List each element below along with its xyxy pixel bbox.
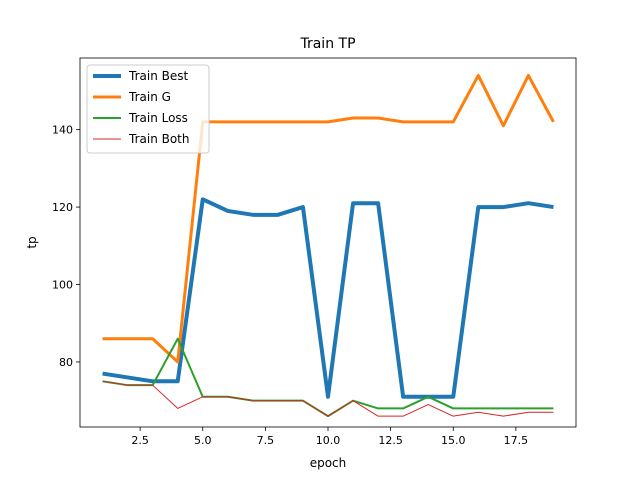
legend-label-2: Train G (128, 90, 171, 104)
series-line-1 (102, 197, 554, 399)
series-layer (102, 73, 555, 418)
y-tick-label: 120 (52, 201, 73, 214)
x-tick-label: 15.0 (441, 434, 466, 447)
x-axis-label: epoch (310, 456, 347, 470)
y-axis-label: tp (25, 236, 39, 248)
x-tick-label: 5.0 (194, 434, 212, 447)
series-line-4 (102, 380, 554, 417)
chart-title: Train TP (299, 36, 355, 52)
x-tick-label: 12.5 (378, 434, 403, 447)
legend-label-3: Train Loss (128, 111, 188, 125)
y-tick-label: 140 (52, 124, 73, 137)
y-tick-label: 80 (59, 356, 73, 369)
x-tick-label: 10.0 (316, 434, 341, 447)
axes-layer: 2.5 5.0 7.5 10.0 12.5 15.0 17.5 80 100 120 140 (52, 57, 577, 447)
series-line-2 (102, 73, 555, 364)
x-tick-label: 17.5 (504, 434, 529, 447)
x-tick-label: 2.5 (131, 434, 149, 447)
y-tick-label: 100 (52, 279, 73, 292)
legend-box (86, 64, 210, 154)
legend-label-1: Train Best (128, 69, 188, 83)
legend: Train Best Train G Train Loss Train Both (86, 64, 210, 154)
x-tick-label: 7.5 (257, 434, 275, 447)
legend-label-4: Train Both (128, 132, 190, 146)
